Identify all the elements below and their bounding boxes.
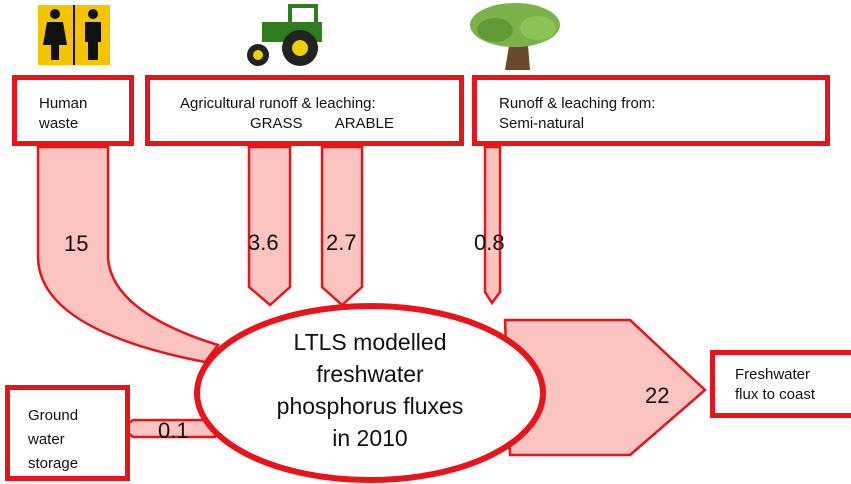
source-box: Human waste — [12, 75, 134, 146]
arable-flow — [320, 145, 364, 307]
box-label: Human waste — [39, 95, 88, 132]
center-text: LTLS modelled — [294, 329, 447, 355]
toilet-icon — [38, 5, 110, 65]
flow-label: 22 — [645, 383, 669, 408]
flow-label: 0.1 — [158, 418, 189, 443]
flow-label: 2.7 — [326, 230, 357, 255]
tree-icon — [470, 3, 560, 70]
flow-label: 3.6 — [248, 230, 279, 255]
sink-box: Freshwater flux to coast — [710, 350, 851, 418]
grass-flow — [247, 145, 292, 307]
box-label: Freshwater flux to coast — [735, 366, 816, 403]
center-text: in 2010 — [332, 425, 407, 451]
source-box: Runoff & leaching from: Semi-natural — [472, 75, 830, 146]
box-sublabel: GRASS — [250, 115, 303, 132]
box-sublabel: ARABLE — [334, 115, 394, 132]
source-box: Agricultural runoff & leaching: GRASS AR… — [145, 75, 464, 146]
semi-natural-flow — [483, 145, 502, 306]
box-label: Runoff & leaching from: Semi-natural — [499, 95, 656, 132]
tractor-icon — [247, 4, 322, 66]
sink-box: Human wasteGround water storage — [5, 385, 130, 481]
center-text: freshwater — [316, 361, 424, 387]
box-label: Ground water storage — [28, 407, 79, 472]
box-label: Agricultural runoff & leaching: — [180, 95, 376, 112]
flow-label: 0.8 — [474, 230, 505, 255]
center-ellipse — [194, 303, 546, 483]
center-text: phosphorus fluxes — [277, 393, 464, 419]
flow-label: 15 — [64, 231, 88, 256]
